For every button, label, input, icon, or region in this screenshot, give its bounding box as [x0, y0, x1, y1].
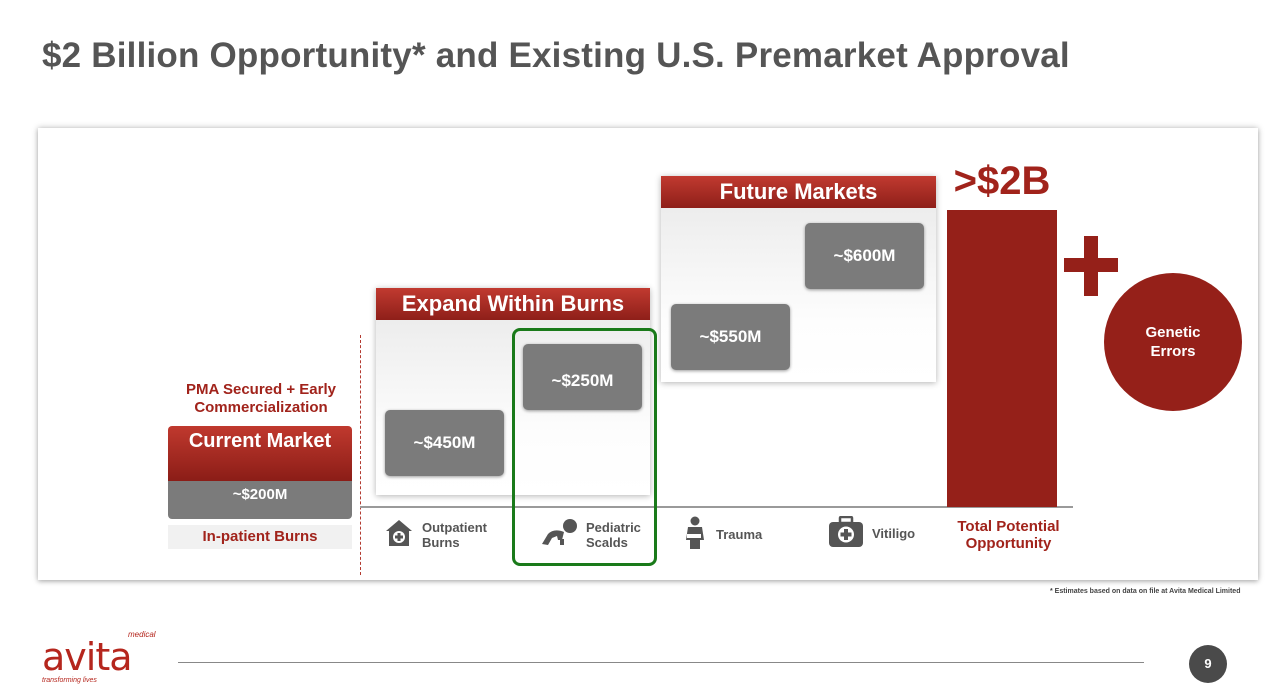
- page-title: $2 Billion Opportunity* and Existing U.S…: [42, 36, 1070, 75]
- genetic-errors-circle: Genetic Errors: [1104, 273, 1242, 411]
- baseline: [360, 506, 1073, 508]
- pma-note: PMA Secured + Early Commercialization: [186, 381, 336, 416]
- crawling-baby-icon: [538, 518, 578, 551]
- pediatric-scalds-label: Pediatric Scalds: [586, 519, 641, 550]
- current-market-header: Current Market: [168, 426, 352, 481]
- total-value: >$2B: [953, 159, 1051, 203]
- expand-within-burns-header: Expand Within Burns: [376, 288, 650, 320]
- vitiligo-label: Vitiligo: [872, 526, 916, 541]
- logo-tagline: transforming lives: [42, 677, 97, 684]
- category-pediatric: Pediatric Scalds: [538, 518, 648, 551]
- page-number: 9: [1189, 645, 1227, 683]
- total-bar: [947, 210, 1057, 507]
- category-outpatient: Outpatient Burns: [384, 518, 506, 551]
- pediatric-value-box: ~$250M: [523, 344, 642, 410]
- trauma-value-box: ~$550M: [671, 304, 790, 370]
- trauma-label: Trauma: [716, 527, 763, 542]
- footnote: * Estimates based on data on file at Avi…: [1050, 588, 1241, 595]
- inpatient-burns-label: In-patient Burns: [168, 525, 352, 549]
- dashed-divider: [360, 335, 361, 575]
- total-caption: Total Potential Opportunity: [957, 518, 1060, 552]
- first-aid-kit-icon: [828, 515, 864, 551]
- avita-logo: avita medical transforming lives: [42, 630, 162, 688]
- future-markets-header: Future Markets: [661, 176, 936, 208]
- future-markets-card: Future Markets ~$550M ~$600M: [661, 176, 936, 382]
- genetic-errors-label: Genetic Errors: [1145, 324, 1201, 360]
- clinic-house-icon: [384, 518, 414, 551]
- injured-person-icon: [684, 516, 708, 553]
- logo-word: avita: [42, 635, 133, 679]
- pediatric-highlight-frame: [512, 328, 657, 566]
- logo-superscript: medical: [128, 630, 156, 639]
- vitiligo-value-box: ~$600M: [805, 223, 924, 289]
- plus-icon: [1064, 236, 1118, 296]
- outpatient-value-box: ~$450M: [385, 410, 504, 476]
- category-vitiligo: Vitiligo: [828, 515, 938, 551]
- category-trauma: Trauma: [684, 516, 794, 553]
- current-market-value: ~$200M: [168, 481, 352, 519]
- outpatient-burns-label: Outpatient Burns: [422, 519, 487, 550]
- footer-divider: [178, 662, 1144, 663]
